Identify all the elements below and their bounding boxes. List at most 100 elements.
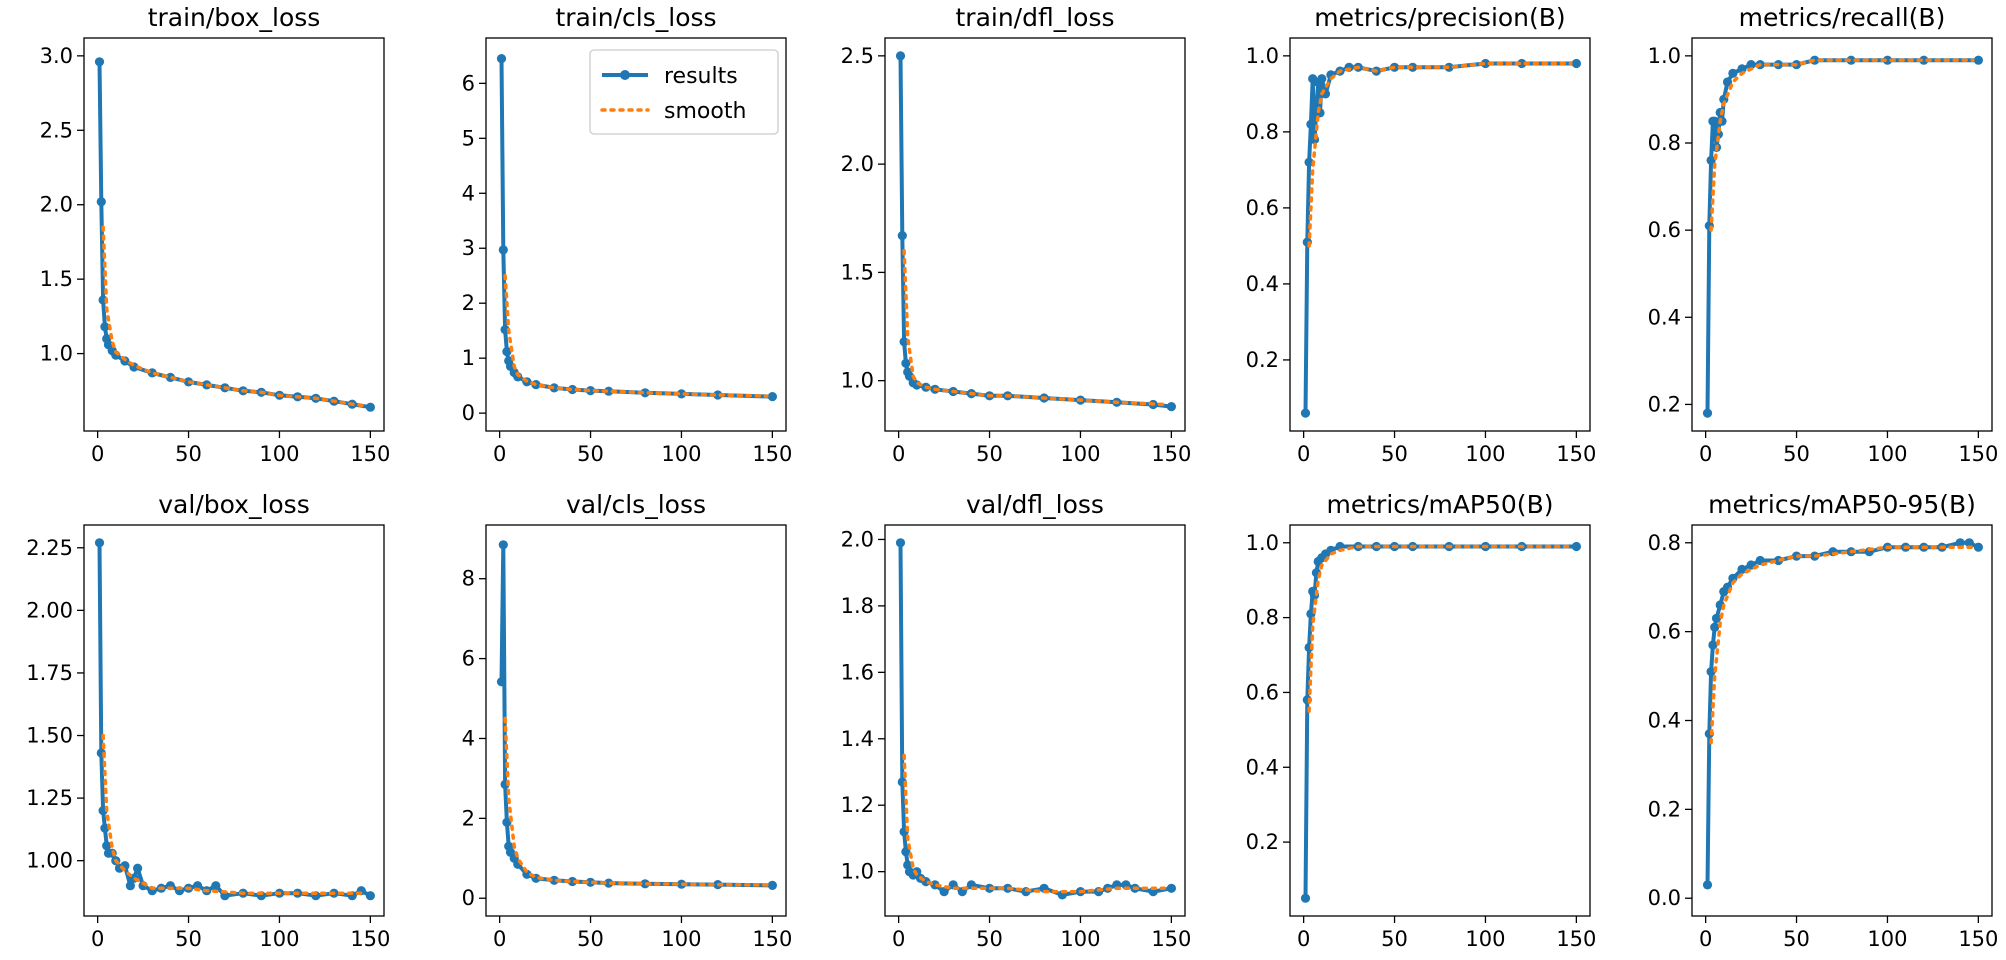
legend-smooth-label: smooth (664, 99, 746, 124)
results-data-point (549, 875, 559, 885)
results-series-line (1303, 61, 1577, 414)
smooth-series-line (1709, 545, 1975, 745)
results-data-point (1708, 640, 1718, 650)
results-data-point (1713, 129, 1723, 139)
y-tick-label: 1.0 (841, 860, 874, 884)
smooth-series-line (503, 716, 769, 887)
subplot-title: metrics/precision(B) (1314, 3, 1565, 32)
results-data-point (1746, 60, 1756, 70)
x-tick-label: 0 (892, 442, 905, 466)
results-data-point (365, 402, 375, 412)
subplot: train/box_loss 0 50 100 150 1.0 1.5 2.0 2.5 3.0 (40, 3, 391, 466)
subplot-title: val/cls_loss (566, 490, 706, 519)
axes-frame (1289, 37, 1591, 432)
y-tick-label: 1.5 (841, 260, 874, 284)
results-data-point (1166, 402, 1176, 412)
results-series-line (1705, 540, 1980, 885)
y-tick-label: 0.2 (1648, 392, 1681, 416)
results-data-point (125, 881, 135, 891)
x-tick-label: 100 (1465, 442, 1505, 466)
y-tick-label: 1.5 (40, 267, 73, 291)
y-tick-label: 2.5 (841, 44, 874, 68)
axes-frame (83, 524, 385, 917)
results-series-line (1303, 544, 1577, 899)
smooth-series-line (1709, 58, 1975, 232)
results-data-point (1973, 542, 1983, 552)
legend-results-label: results (664, 64, 738, 89)
y-tick-label: 0.4 (1246, 272, 1279, 296)
y-tick-label: 1 (462, 346, 475, 370)
x-tick-label: 100 (1465, 927, 1505, 951)
axes-frame (884, 524, 1186, 917)
y-tick-label: 0.2 (1246, 348, 1279, 372)
subplot: train/dfl_loss 0 50 100 150 1.0 1.5 2.0 2.5 (841, 3, 1192, 466)
results-data-point (1846, 55, 1856, 65)
x-tick-label: 100 (259, 927, 299, 951)
y-tick-label: 1.0 (1246, 531, 1279, 555)
y-tick-label: 0 (462, 886, 475, 910)
x-tick-label: 0 (892, 927, 905, 951)
results-series-line (499, 542, 773, 888)
results-data-point (1737, 564, 1747, 575)
y-tick-label: 2 (462, 806, 475, 830)
results-data-point (94, 57, 105, 67)
subplot-title: train/box_loss (148, 3, 321, 32)
results-data-point (585, 877, 596, 887)
results-data-point (1728, 68, 1738, 78)
y-tick-label: 3.0 (40, 44, 73, 68)
y-tick-label: 2.5 (40, 118, 73, 142)
results-data-point (676, 389, 687, 399)
results-data-point (1973, 55, 1983, 65)
subplot: metrics/mAP50-95(B) 0 50 100 150 0.0 0.2 0.4 0.6… (1648, 490, 1999, 951)
results-data-point (1955, 538, 1965, 548)
x-tick-label: 0 (1699, 442, 1712, 466)
results-data-point (897, 231, 907, 241)
axes-frame (884, 37, 1186, 432)
y-tick-label: 2.0 (40, 193, 73, 217)
results-data-point (502, 347, 512, 357)
results-data-point (767, 392, 778, 402)
subplot: val/dfl_loss 0 50 100 150 1.0 1.2 1.4 1.6 1.8 2.0 (841, 490, 1192, 951)
x-tick-label: 50 (175, 442, 202, 466)
x-tick-label: 50 (976, 442, 1003, 466)
smooth-series-line (902, 248, 1168, 407)
smooth-series-line (101, 225, 367, 408)
x-tick-label: 150 (1556, 927, 1596, 951)
y-tick-label: 0.6 (1648, 218, 1681, 242)
results-data-point (901, 358, 911, 368)
results-data-point (1882, 55, 1893, 65)
y-tick-label: 1.0 (841, 369, 874, 393)
y-tick-label: 0.8 (1648, 131, 1681, 155)
x-tick-label: 50 (175, 927, 202, 951)
x-tick-label: 0 (493, 927, 506, 951)
results-data-point (1571, 541, 1581, 552)
x-tick-label: 100 (1867, 927, 1907, 951)
y-tick-label: 0.4 (1246, 755, 1279, 779)
y-tick-label: 0.4 (1648, 305, 1681, 329)
results-data-point (522, 869, 532, 879)
y-tick-label: 1.00 (26, 849, 73, 873)
y-tick-label: 1.0 (1246, 44, 1279, 68)
results-data-point (901, 847, 911, 857)
legend-box (589, 49, 779, 135)
results-data-point (1706, 667, 1716, 677)
results-data-point (1317, 74, 1327, 84)
results-data-point (895, 538, 906, 548)
x-tick-label: 0 (1297, 927, 1310, 951)
subplot: metrics/precision(B) 0 50 100 150 0.2 0.4 0.6 0.… (1246, 3, 1597, 466)
y-tick-label: 2.00 (26, 598, 73, 622)
subplot-title: metrics/recall(B) (1739, 3, 1946, 32)
x-tick-label: 150 (1958, 442, 1998, 466)
results-data-point (1702, 408, 1713, 418)
x-tick-label: 50 (577, 927, 604, 951)
results-data-point (585, 386, 596, 396)
x-tick-label: 150 (350, 927, 390, 951)
y-tick-label: 1.2 (841, 793, 874, 817)
x-tick-label: 100 (1867, 442, 1907, 466)
y-tick-label: 1.75 (26, 661, 73, 685)
results-data-point (496, 677, 507, 687)
results-data-point (498, 540, 508, 550)
results-data-point (496, 54, 507, 64)
axes-frame (1691, 524, 1993, 917)
y-tick-label: 1.0 (40, 342, 73, 366)
